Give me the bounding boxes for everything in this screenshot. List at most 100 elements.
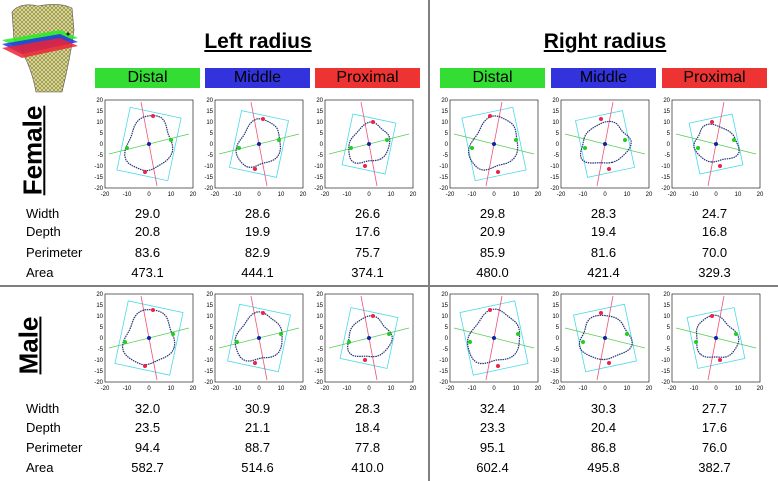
x-tick-label: -10 bbox=[579, 192, 588, 198]
y-tick-label: 20 bbox=[552, 98, 559, 104]
y-tick-label: 5 bbox=[100, 131, 104, 137]
y-tick-label: -15 bbox=[314, 369, 323, 375]
y-tick-label: -10 bbox=[314, 164, 323, 170]
value-female-right-proximal-width: 24.7 bbox=[701, 206, 728, 221]
x-tick-label: 0 bbox=[257, 386, 261, 392]
y-tick-label: 15 bbox=[96, 303, 103, 309]
y-tick-label: 10 bbox=[552, 314, 559, 320]
value-female-left-distal-width: 29.0 bbox=[134, 206, 161, 221]
y-tick-label: -15 bbox=[94, 175, 103, 181]
y-tick-label: 5 bbox=[667, 131, 671, 137]
y-tick-label: -10 bbox=[314, 358, 323, 364]
x-tick-label: -10 bbox=[579, 386, 588, 392]
value-female-right-middle-depth: 19.4 bbox=[590, 224, 617, 239]
value-female-left-middle-area: 444.1 bbox=[241, 265, 274, 280]
x-tick-label: -10 bbox=[690, 386, 699, 392]
level-tag-right-proximal: Proximal bbox=[662, 68, 767, 88]
x-tick-label: 20 bbox=[646, 386, 653, 392]
y-tick-label: -10 bbox=[439, 164, 448, 170]
x-tick-label: 0 bbox=[603, 192, 607, 198]
y-tick-label: 10 bbox=[552, 120, 559, 126]
value-female-right-distal-width: 29.8 bbox=[479, 206, 506, 221]
x-tick-label: -10 bbox=[343, 386, 352, 392]
x-tick-label: -20 bbox=[321, 192, 330, 198]
metric-label-perimeter: Perimeter bbox=[26, 245, 83, 260]
y-tick-label: 0 bbox=[667, 142, 671, 148]
x-tick-label: 10 bbox=[278, 386, 285, 392]
y-tick-label: -5 bbox=[443, 153, 449, 159]
value-female-left-distal-depth: 20.8 bbox=[134, 224, 161, 239]
value-male-right-middle-width: 30.3 bbox=[590, 401, 617, 416]
x-tick-label: 10 bbox=[388, 192, 395, 198]
y-tick-label: -15 bbox=[204, 175, 213, 181]
sex-label-female: Female bbox=[17, 105, 48, 196]
y-tick-label: 0 bbox=[320, 142, 324, 148]
x-tick-label: 10 bbox=[735, 192, 742, 198]
x-tick-label: 0 bbox=[492, 386, 496, 392]
value-male-left-proximal-perimeter: 77.8 bbox=[354, 440, 381, 455]
value-female-left-proximal-perimeter: 75.7 bbox=[354, 245, 381, 260]
y-tick-label: 0 bbox=[445, 142, 449, 148]
value-female-left-proximal-depth: 17.6 bbox=[354, 224, 381, 239]
x-tick-label: -20 bbox=[446, 386, 455, 392]
y-tick-label: 5 bbox=[556, 131, 560, 137]
y-tick-label: 0 bbox=[210, 336, 214, 342]
x-tick-label: 10 bbox=[278, 192, 285, 198]
x-tick-label: 10 bbox=[168, 192, 175, 198]
y-tick-label: 10 bbox=[663, 314, 670, 320]
cross-section-plot-male-left-distal: -20 -10 0 10 20 20 15 10 5 0 -5 -10 -15 -20 bbox=[94, 292, 197, 392]
y-tick-label: 20 bbox=[552, 292, 559, 298]
value-male-left-proximal-width: 28.3 bbox=[354, 401, 381, 416]
x-tick-label: 10 bbox=[513, 386, 520, 392]
y-tick-label: 0 bbox=[667, 336, 671, 342]
y-tick-label: 15 bbox=[206, 303, 213, 309]
cross-section-plot-female-right-distal: -20 -10 0 10 20 20 15 10 5 0 -5 -10 -15 -20 bbox=[439, 98, 542, 198]
y-tick-label: -5 bbox=[554, 347, 560, 353]
y-tick-label: 20 bbox=[316, 98, 323, 104]
metric-label-depth: Depth bbox=[26, 224, 61, 239]
x-tick-label: 10 bbox=[735, 386, 742, 392]
side-title-left: Left radius bbox=[204, 30, 312, 53]
bone-model-icon bbox=[2, 4, 78, 93]
y-tick-label: 15 bbox=[552, 109, 559, 115]
metric-label-width: Width bbox=[26, 401, 60, 416]
sex-label-male: Male bbox=[13, 316, 44, 375]
value-female-right-proximal-perimeter: 70.0 bbox=[701, 245, 728, 260]
y-tick-label: -20 bbox=[439, 380, 448, 386]
cross-section-plot-male-left-proximal: -20 -10 0 10 20 20 15 10 5 0 -5 -10 -15 -20 bbox=[314, 292, 417, 392]
value-female-right-distal-area: 480.0 bbox=[476, 265, 509, 280]
value-female-left-proximal-width: 26.6 bbox=[354, 206, 381, 221]
cross-section-plot-male-right-proximal: -20 -10 0 10 20 20 15 10 5 0 -5 -10 -15 -20 bbox=[661, 292, 764, 392]
y-tick-label: -20 bbox=[439, 186, 448, 192]
y-tick-label: 20 bbox=[663, 98, 670, 104]
value-male-left-distal-depth: 23.5 bbox=[134, 420, 161, 435]
x-tick-label: -20 bbox=[101, 386, 110, 392]
value-female-right-proximal-depth: 16.8 bbox=[701, 224, 728, 239]
x-tick-label: -10 bbox=[343, 192, 352, 198]
y-tick-label: -5 bbox=[665, 347, 671, 353]
y-tick-label: -20 bbox=[314, 186, 323, 192]
value-male-left-middle-width: 30.9 bbox=[244, 401, 271, 416]
cross-section-plot-female-left-proximal: -20 -10 0 10 20 20 15 10 5 0 -5 -10 -15 -20 bbox=[314, 98, 417, 198]
value-female-left-distal-area: 473.1 bbox=[131, 265, 164, 280]
value-female-right-middle-width: 28.3 bbox=[590, 206, 617, 221]
value-female-left-proximal-area: 374.1 bbox=[351, 265, 384, 280]
x-tick-label: 20 bbox=[190, 386, 197, 392]
metric-label-depth: Depth bbox=[26, 420, 61, 435]
y-tick-label: 15 bbox=[316, 303, 323, 309]
x-tick-label: -20 bbox=[101, 192, 110, 198]
level-tag-left-distal: Distal bbox=[95, 68, 200, 88]
y-tick-label: -10 bbox=[204, 164, 213, 170]
x-tick-label: -20 bbox=[668, 386, 677, 392]
metric-label-width: Width bbox=[26, 206, 60, 221]
y-tick-label: -20 bbox=[94, 380, 103, 386]
y-tick-label: 20 bbox=[663, 292, 670, 298]
y-tick-label: -20 bbox=[550, 380, 559, 386]
y-tick-label: 5 bbox=[320, 325, 324, 331]
x-tick-label: 20 bbox=[300, 192, 307, 198]
x-tick-label: 0 bbox=[147, 192, 151, 198]
x-tick-label: 20 bbox=[190, 192, 197, 198]
y-tick-label: -5 bbox=[318, 347, 324, 353]
cross-section-plot-female-left-middle: -20 -10 0 10 20 20 15 10 5 0 -5 -10 -15 -20 bbox=[204, 98, 307, 198]
x-tick-label: 0 bbox=[492, 192, 496, 198]
